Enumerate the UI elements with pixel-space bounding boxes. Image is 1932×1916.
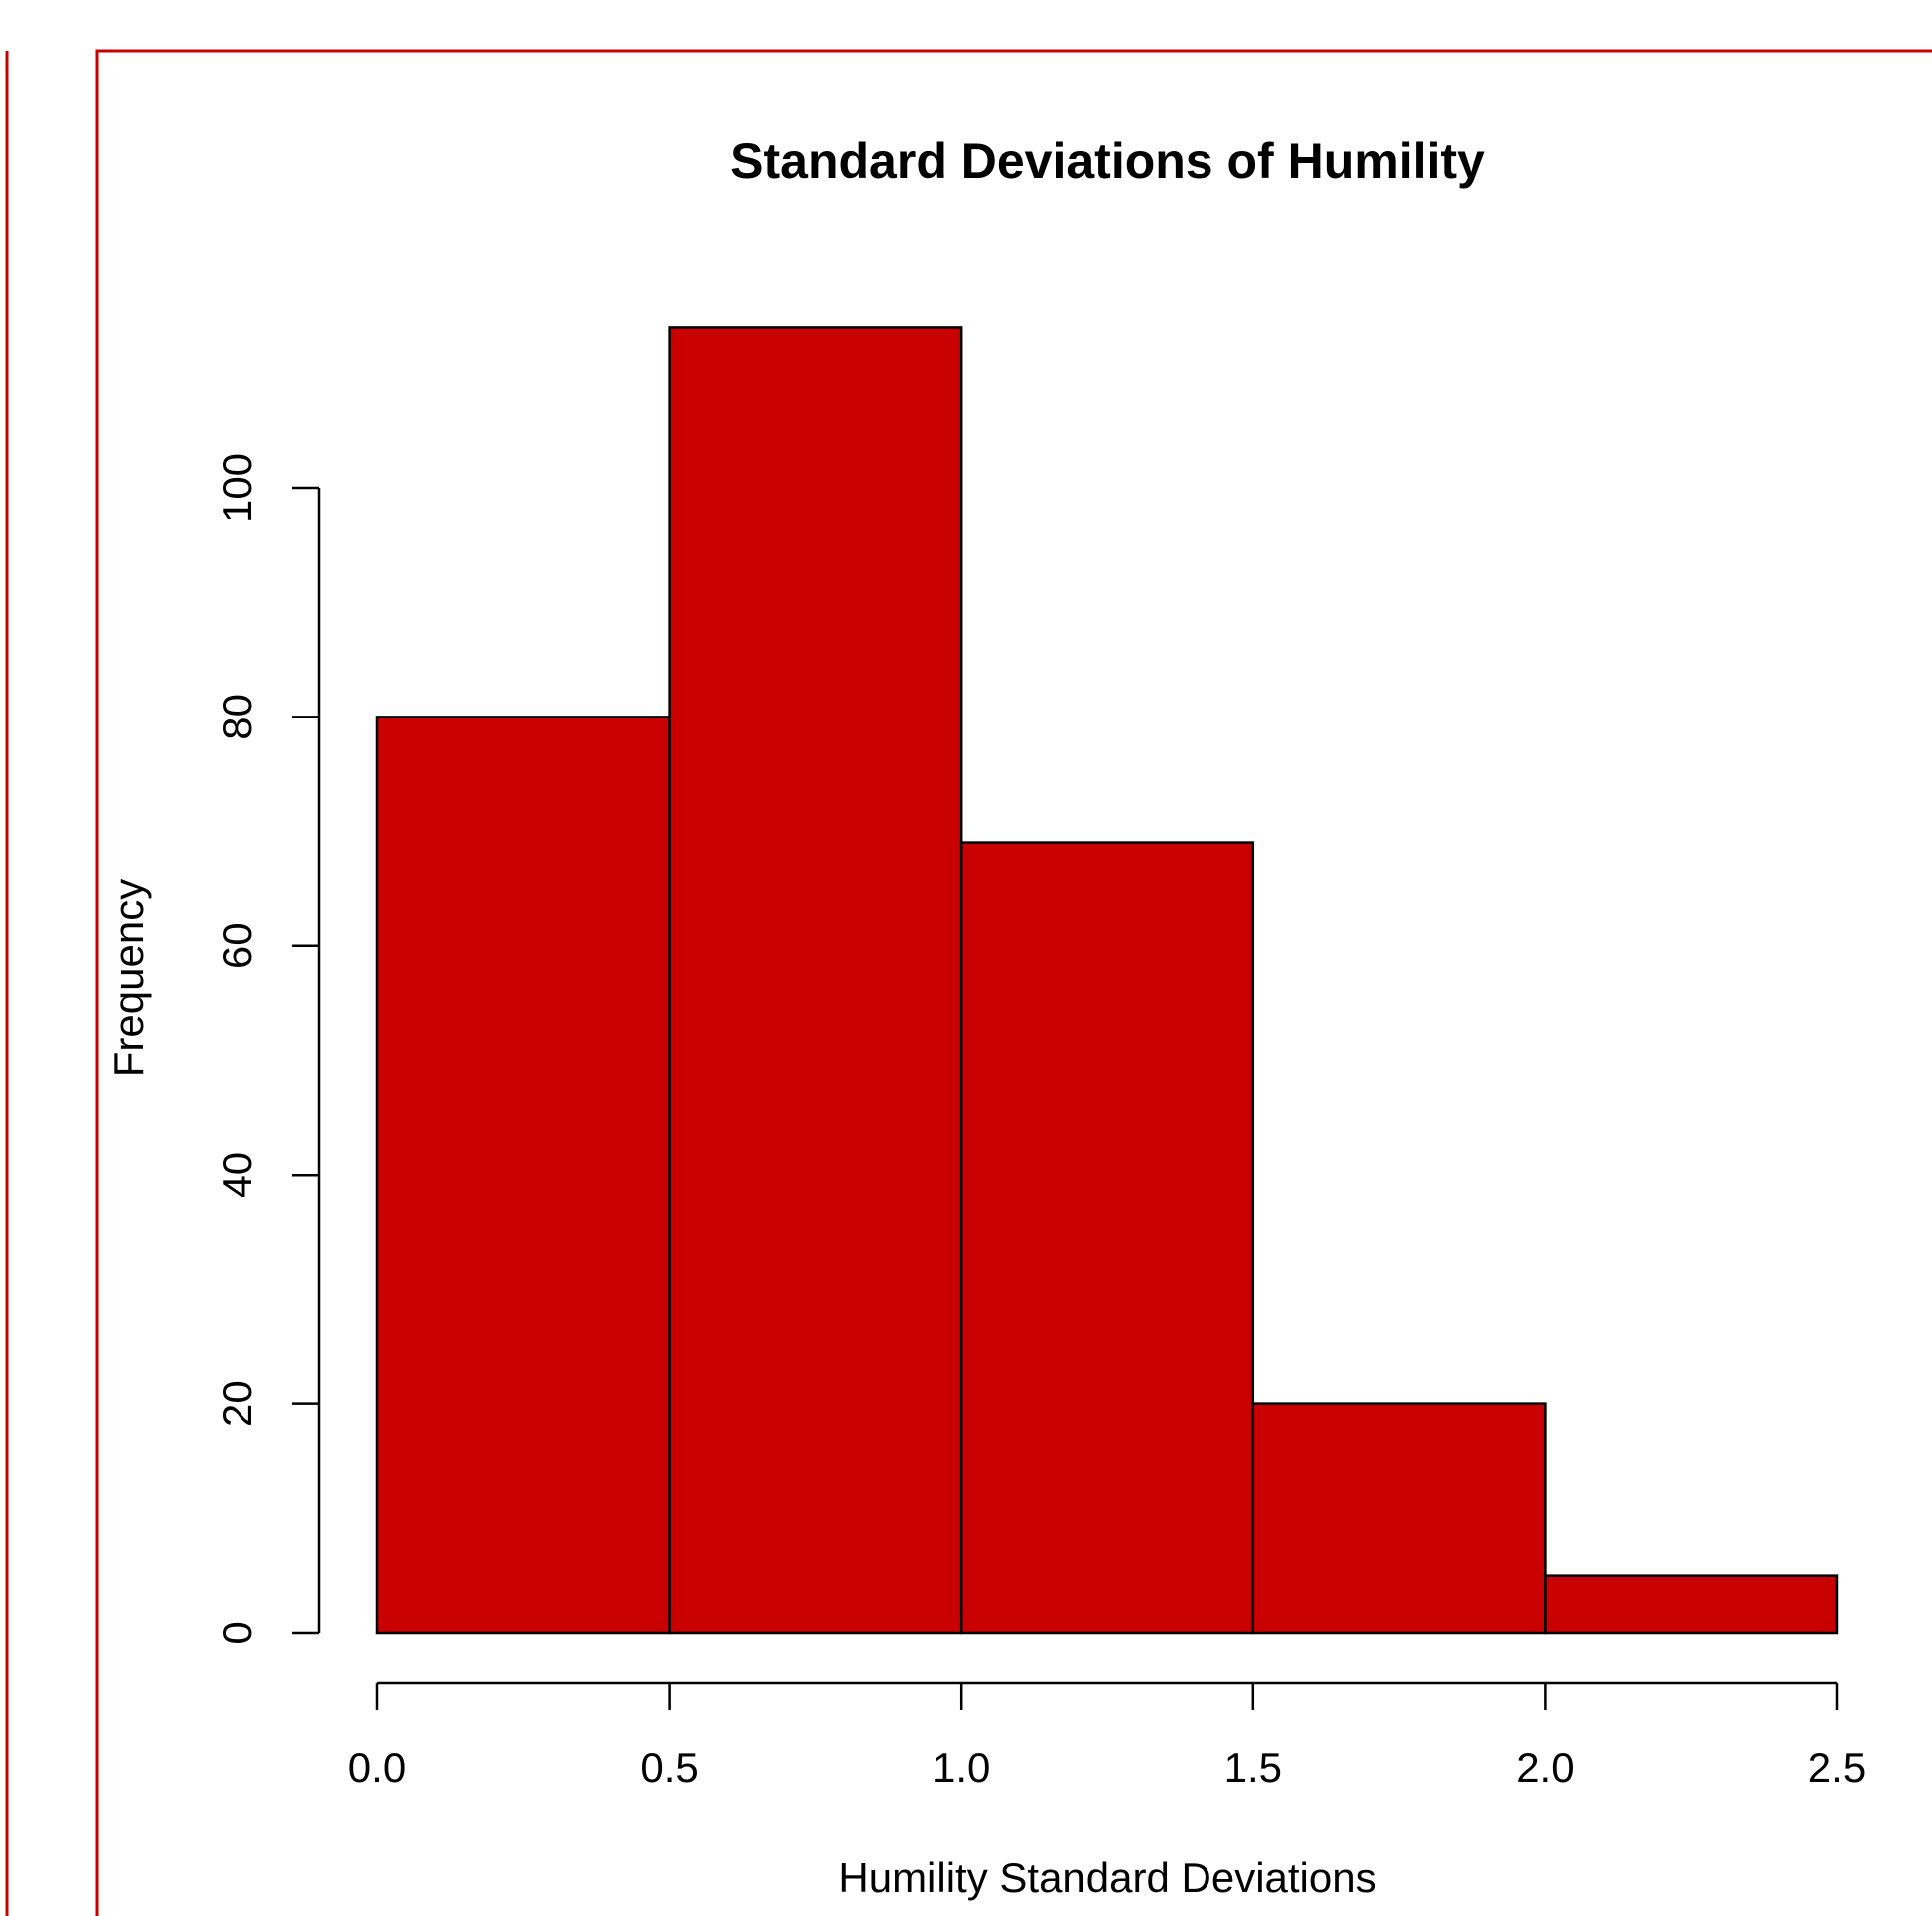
y-axis-label: Frequency bbox=[105, 879, 152, 1077]
x-tick-label-4: 2.0 bbox=[1516, 1744, 1574, 1791]
y-tick-label-5: 100 bbox=[214, 453, 260, 523]
y-tick-label-1: 20 bbox=[214, 1380, 260, 1427]
histogram-bar-0 bbox=[375, 716, 671, 1635]
x-tick-label-0: 0.0 bbox=[348, 1744, 406, 1791]
y-tick-label-4: 80 bbox=[214, 694, 260, 740]
y-tick-label-3: 60 bbox=[214, 922, 260, 969]
x-tick-label-5: 2.5 bbox=[1808, 1744, 1866, 1791]
histogram-bar-3 bbox=[1251, 1402, 1547, 1635]
plot-frame bbox=[95, 49, 1932, 1916]
chart-title: Standard Deviations of Humility bbox=[730, 133, 1485, 189]
x-axis: 0.0 0.5 1.0 1.5 2.0 2.5 bbox=[348, 1681, 1866, 1791]
x-tick-label-3: 1.5 bbox=[1224, 1744, 1282, 1791]
x-axis-label: Humility Standard Deviations bbox=[838, 1854, 1376, 1901]
x-tick-label-1: 0.5 bbox=[640, 1744, 698, 1791]
x-tick-label-2: 1.0 bbox=[932, 1744, 990, 1791]
histogram-bar-2 bbox=[959, 841, 1255, 1635]
histogram-bars bbox=[375, 326, 1839, 1635]
y-axis: 0 20 40 60 80 100 bbox=[214, 453, 321, 1645]
y-tick-label-2: 40 bbox=[214, 1152, 260, 1198]
histogram-bar-4 bbox=[1544, 1574, 1839, 1635]
histogram-bar-1 bbox=[668, 326, 963, 1635]
y-tick-label-0: 0 bbox=[214, 1621, 260, 1644]
